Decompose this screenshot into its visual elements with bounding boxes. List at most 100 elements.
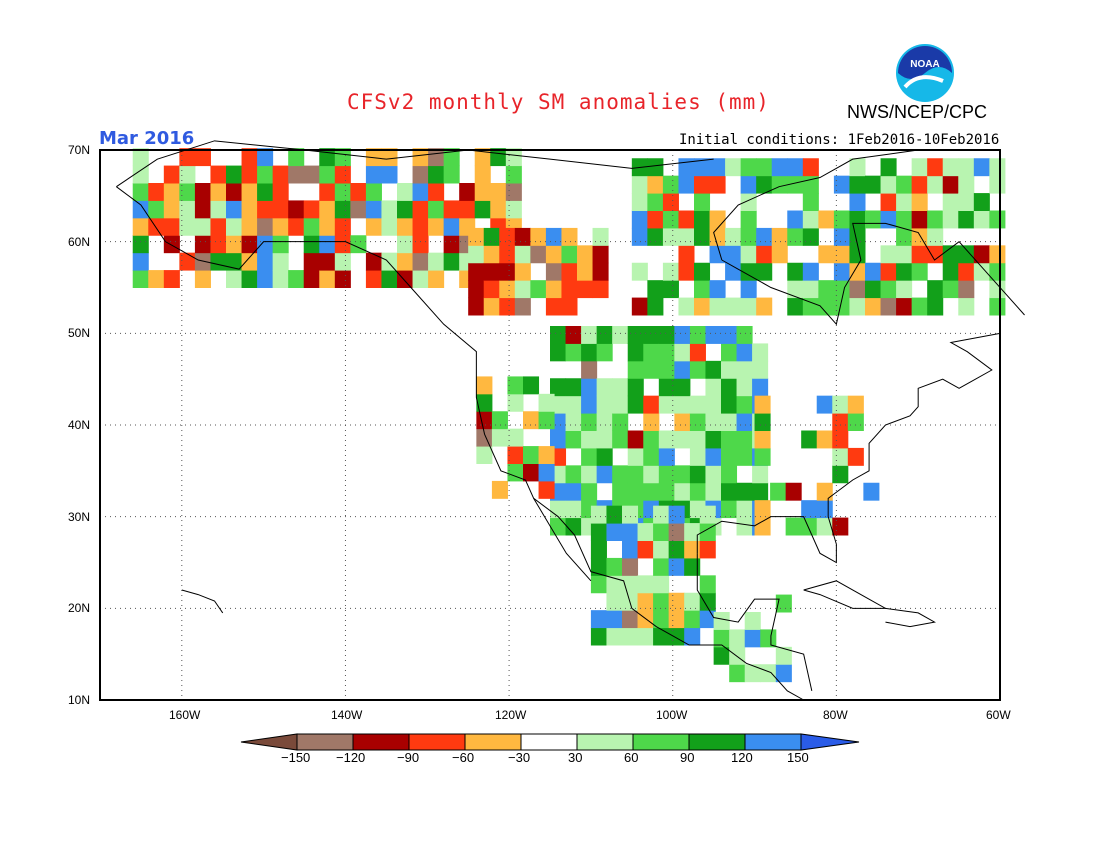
anomaly-cell — [565, 326, 582, 344]
anomaly-cell — [627, 343, 644, 362]
anomaly-cell — [577, 245, 594, 264]
anomaly-cell — [989, 297, 1006, 316]
anomaly-cell — [334, 148, 351, 167]
anomaly-cell — [721, 413, 738, 431]
anomaly-cell — [272, 165, 289, 184]
anomaly-cell — [596, 430, 613, 449]
anomaly-cell — [499, 245, 516, 264]
anomaly-cell — [705, 413, 722, 431]
anomaly-cell — [736, 500, 753, 519]
anomaly-cell — [561, 262, 578, 281]
anomaly-cell — [736, 447, 753, 466]
anomaly-cell — [818, 245, 835, 264]
anomaly-cell — [303, 235, 320, 254]
anomaly-cell — [752, 343, 769, 362]
anomaly-cell — [561, 280, 578, 299]
anomaly-cell — [832, 465, 849, 484]
lon-label-80w: 80W — [823, 708, 848, 722]
coastline — [803, 580, 888, 609]
anomaly-cell — [468, 245, 485, 264]
anomaly-cell — [483, 262, 500, 281]
anomaly-cell — [801, 430, 818, 449]
anomaly-cell — [590, 627, 607, 646]
anomaly-cell — [272, 200, 289, 219]
anomaly-cell — [365, 217, 382, 236]
anomaly-cell — [194, 270, 211, 288]
anomaly-cell — [468, 227, 485, 246]
anomaly-cell — [694, 227, 711, 246]
anomaly-cell — [550, 517, 567, 536]
anomaly-cell — [148, 217, 165, 236]
anomaly-cell — [832, 517, 849, 536]
anomaly-cell — [721, 360, 738, 379]
anomaly-cell — [709, 280, 726, 299]
anomaly-cell — [802, 193, 819, 211]
anomaly-cell — [694, 262, 711, 281]
colorbar-arrow-left — [240, 733, 298, 751]
anomaly-cell — [606, 592, 623, 611]
anomaly-cell — [565, 378, 582, 397]
anomaly-cell — [334, 183, 351, 201]
anomaly-cell — [699, 540, 716, 559]
anomaly-cell — [622, 505, 639, 524]
anomaly-cell — [581, 378, 598, 397]
anomaly-cell — [744, 664, 761, 683]
anomaly-cell — [653, 592, 670, 611]
anomaly-cell — [880, 245, 897, 264]
anomaly-cell — [210, 217, 227, 236]
anomaly-cell — [816, 517, 833, 536]
anomaly-cell — [194, 252, 211, 271]
anomaly-cell — [927, 245, 944, 264]
anomaly-cell — [596, 465, 613, 484]
anomaly-cell — [771, 245, 788, 264]
anomaly-cell — [958, 175, 975, 194]
anomaly-cell — [694, 280, 711, 299]
colorbar-label-120: 120 — [731, 750, 753, 765]
anomaly-cell — [643, 395, 660, 414]
anomaly-cell — [662, 227, 679, 246]
anomaly-cell — [581, 360, 598, 379]
anomaly-cell — [545, 297, 562, 316]
anomaly-cell — [428, 183, 445, 201]
anomaly-cell — [802, 280, 819, 299]
anomaly-cell — [459, 183, 476, 201]
anomaly-cell — [689, 447, 706, 466]
anomaly-cell — [148, 270, 165, 288]
anomaly-cell — [958, 245, 975, 264]
anomaly-cell — [226, 252, 243, 271]
anomaly-cell — [740, 193, 757, 211]
anomaly-cell — [896, 297, 913, 316]
anomaly-cell — [880, 280, 897, 299]
anomaly-cell — [365, 165, 382, 184]
anomaly-cell — [631, 193, 648, 211]
anomaly-cell — [927, 227, 944, 246]
anomaly-cell — [689, 482, 706, 501]
anomaly-cell — [849, 158, 866, 177]
anomaly-cell — [612, 482, 629, 501]
coastline — [713, 149, 919, 261]
anomaly-cell — [785, 482, 802, 501]
anomaly-cell — [689, 326, 706, 344]
anomaly-cell — [179, 148, 196, 167]
anomaly-cell — [647, 280, 664, 299]
anomaly-cell — [927, 297, 944, 316]
anomaly-cell — [771, 158, 788, 177]
anomaly-cell — [132, 235, 149, 254]
anomaly-cell — [397, 183, 414, 201]
anomaly-cell — [847, 447, 864, 466]
anomaly-cell — [132, 270, 149, 288]
anomaly-cell — [241, 252, 258, 271]
anomaly-cell — [163, 217, 180, 236]
anomaly-cell — [490, 200, 507, 219]
anomaly-cell — [833, 262, 850, 281]
anomaly-cell — [561, 227, 578, 246]
anomaly-cell — [241, 165, 258, 184]
anomaly-cell — [257, 183, 274, 201]
anomaly-cell — [787, 158, 804, 177]
anomaly-cell — [709, 297, 726, 316]
anomaly-cell — [662, 280, 679, 299]
anomaly-cell — [596, 413, 613, 431]
anomaly-cell — [699, 505, 716, 524]
anomaly-cell — [581, 413, 598, 431]
anomaly-cell — [668, 540, 685, 559]
